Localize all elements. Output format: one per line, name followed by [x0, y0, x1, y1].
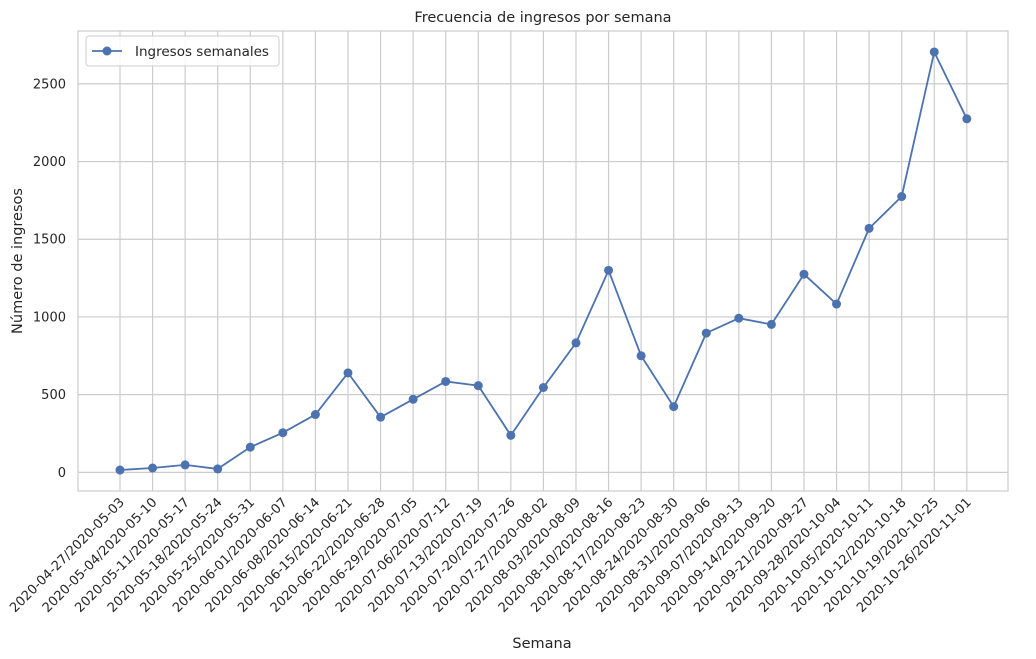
x-axis-label: Semana	[512, 636, 571, 652]
y-tick-label: 1000	[33, 310, 66, 325]
y-tick-label: 1500	[33, 233, 66, 248]
y-tick-label: 2500	[33, 77, 66, 92]
plot-frame	[77, 30, 1009, 492]
data-point	[864, 223, 874, 233]
data-point	[441, 376, 451, 386]
data-point	[766, 319, 776, 329]
y-tick-label: 2000	[33, 155, 66, 170]
data-point	[245, 442, 255, 452]
data-point	[408, 394, 418, 404]
legend-marker-swatch	[102, 46, 112, 56]
chart-title: Frecuencia de ingresos por semana	[414, 10, 671, 26]
y-tick-label: 500	[41, 388, 66, 403]
legend-box	[85, 35, 280, 67]
data-point	[929, 47, 939, 57]
data-point	[734, 313, 744, 323]
data-point	[897, 192, 907, 202]
data-point	[278, 428, 288, 438]
data-point	[832, 299, 842, 309]
data-point	[376, 412, 386, 422]
grid	[78, 31, 1008, 491]
legend-label: Ingresos semanales	[135, 44, 269, 60]
data-point	[571, 338, 581, 348]
data-point	[669, 402, 679, 412]
data-point	[473, 381, 483, 391]
y-axis-label: Número de ingresos	[10, 188, 26, 334]
data-point	[213, 464, 223, 474]
x-axis: 2020-04-27/2020-05-032020-05-04/2020-05-…	[7, 495, 974, 616]
data-point	[115, 465, 125, 475]
y-tick-label: 0	[58, 466, 66, 481]
data-point	[310, 410, 320, 420]
data-point	[962, 114, 972, 124]
data-point	[636, 351, 646, 361]
data-point	[538, 383, 548, 392]
data-point	[799, 269, 809, 279]
data-point	[604, 265, 614, 275]
series-layer	[115, 47, 972, 475]
data-point	[343, 368, 353, 378]
y-axis: 0 500 1000 1500 2000 2500	[33, 77, 66, 481]
data-point	[148, 463, 158, 473]
data-point	[701, 328, 711, 338]
legend: Ingresos semanales	[85, 35, 280, 67]
data-point	[506, 430, 516, 440]
data-point	[180, 460, 190, 470]
